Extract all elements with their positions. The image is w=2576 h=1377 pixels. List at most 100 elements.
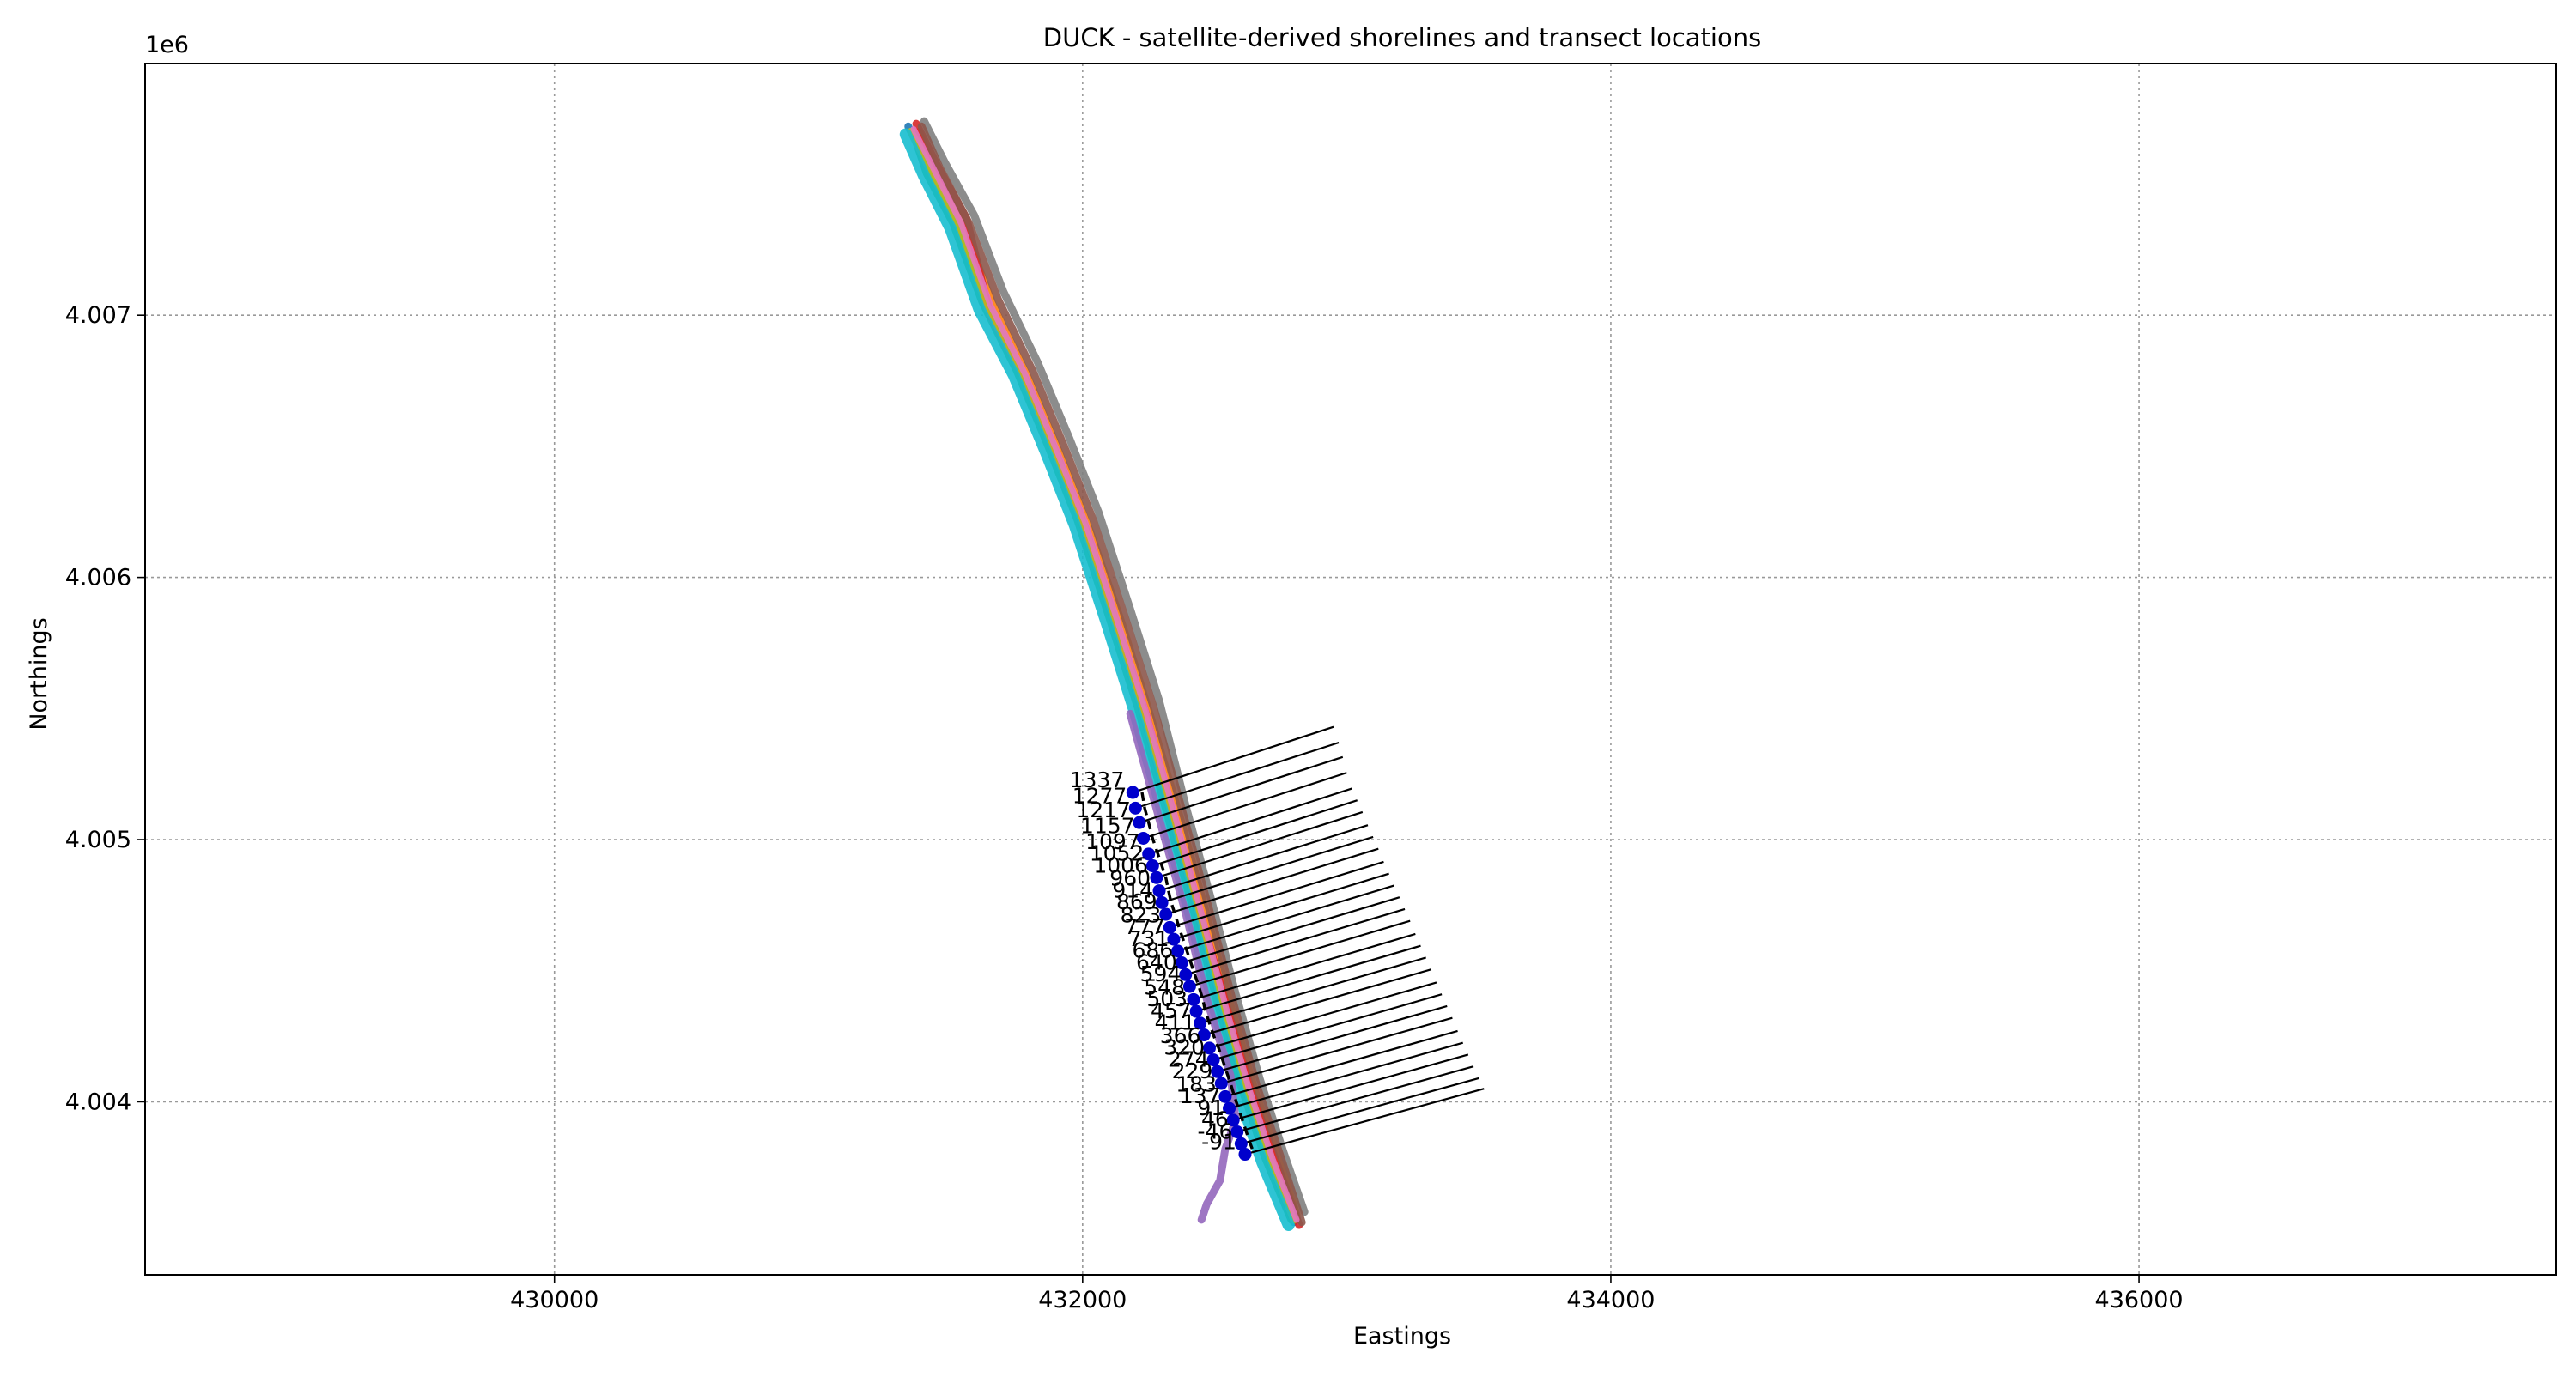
transect-label: 183 bbox=[1176, 1071, 1217, 1096]
transect-origin-marker bbox=[1223, 1101, 1236, 1115]
transect-line bbox=[1185, 907, 1406, 976]
transect-label: 823 bbox=[1121, 902, 1162, 927]
transect-origin-marker bbox=[1155, 895, 1169, 909]
y-axis-label: Northings bbox=[26, 617, 52, 730]
transect-origin-marker bbox=[1230, 1125, 1244, 1139]
reference-shoreline bbox=[1140, 792, 1256, 1156]
transect-label: 777 bbox=[1124, 914, 1165, 939]
transect-origin-marker bbox=[1159, 907, 1173, 921]
transect-label: 1052 bbox=[1090, 841, 1145, 866]
transect-origin-marker bbox=[1189, 1004, 1203, 1018]
y-tick-label: 4.005 bbox=[65, 827, 131, 853]
transect-label: 137 bbox=[1180, 1083, 1221, 1108]
transect-label: 686 bbox=[1132, 938, 1173, 963]
transect-origin-marker bbox=[1238, 1148, 1252, 1162]
transect-label: 457 bbox=[1151, 998, 1192, 1023]
transect-layer: 1337127712171157109710521006960914869823… bbox=[1070, 725, 1485, 1162]
transect-line bbox=[1177, 884, 1395, 952]
transect-origin-marker bbox=[1133, 816, 1146, 829]
transect-origin-marker bbox=[1234, 1137, 1248, 1150]
transect-label: 548 bbox=[1144, 974, 1185, 999]
transect-origin-marker bbox=[1211, 1065, 1224, 1078]
transect-line bbox=[1212, 993, 1443, 1061]
transect-label: -91 bbox=[1201, 1130, 1236, 1155]
transect-line bbox=[1148, 787, 1352, 855]
chart-title: DUCK - satellite-derived shorelines and … bbox=[1043, 23, 1761, 52]
transect-line bbox=[1204, 968, 1432, 1036]
x-tick-label: 434000 bbox=[1566, 1287, 1655, 1313]
transect-label: 731 bbox=[1128, 926, 1170, 951]
shoreline-series bbox=[917, 122, 1306, 1227]
transect-line bbox=[1200, 956, 1426, 1024]
transect-label: 640 bbox=[1136, 949, 1177, 974]
transect-line bbox=[1193, 932, 1416, 1001]
transect-label: 594 bbox=[1140, 961, 1182, 986]
transect-label: 1277 bbox=[1072, 783, 1127, 808]
y-tick-label: 4.007 bbox=[65, 302, 131, 329]
transect-line bbox=[1156, 810, 1364, 879]
transect-line bbox=[1161, 835, 1374, 904]
transect-line bbox=[1143, 772, 1347, 840]
tick-layer: 430000 432000 434000 436000 4.004 4.005 4.006 4… bbox=[65, 302, 2184, 1313]
transect-line bbox=[1241, 1077, 1479, 1145]
transect-label: 914 bbox=[1112, 877, 1153, 902]
transect-origin-marker bbox=[1150, 870, 1163, 884]
transect-origin-marker bbox=[1152, 884, 1166, 898]
transect-line bbox=[1132, 725, 1334, 794]
transect-label: 46 bbox=[1201, 1107, 1229, 1132]
transect-origin-marker bbox=[1197, 1028, 1211, 1042]
transect-label: -46 bbox=[1198, 1119, 1233, 1143]
transect-label: 411 bbox=[1155, 1010, 1196, 1035]
transect-label: 274 bbox=[1168, 1046, 1209, 1071]
transect-line bbox=[1181, 896, 1400, 964]
transect-line bbox=[1232, 1053, 1469, 1121]
transect-origin-marker bbox=[1142, 847, 1156, 861]
transect-label: 503 bbox=[1146, 986, 1188, 1011]
transect-line bbox=[1189, 919, 1411, 988]
shoreline-series bbox=[920, 117, 1309, 1216]
transect-line bbox=[1151, 799, 1358, 867]
transect-origin-marker bbox=[1179, 968, 1193, 981]
shoreline-series bbox=[910, 125, 1300, 1223]
transect-line bbox=[1170, 860, 1384, 929]
y-tick-label: 4.004 bbox=[65, 1089, 131, 1115]
transect-origin-marker bbox=[1128, 801, 1142, 815]
x-axis-label: Eastings bbox=[1353, 1323, 1451, 1350]
transect-label: 1337 bbox=[1070, 767, 1125, 792]
shoreline-series bbox=[1126, 709, 1240, 1224]
y-tick-label: 4.006 bbox=[65, 565, 131, 591]
transect-origin-marker bbox=[1175, 956, 1188, 970]
plot-frame bbox=[144, 63, 2557, 1276]
transect-origin-marker bbox=[1167, 932, 1181, 946]
y-offset-label: 1e6 bbox=[145, 32, 189, 58]
transect-origin-marker bbox=[1218, 1089, 1232, 1103]
transect-line bbox=[1135, 741, 1340, 810]
transect-line bbox=[1224, 1029, 1458, 1098]
transect-label: 960 bbox=[1109, 866, 1151, 891]
transect-line bbox=[1217, 1004, 1448, 1073]
transect-label: 91 bbox=[1197, 1095, 1224, 1120]
transect-origin-marker bbox=[1214, 1077, 1228, 1090]
transect-origin-marker bbox=[1226, 1113, 1240, 1127]
x-tick-label: 432000 bbox=[1038, 1287, 1127, 1313]
transect-origin-marker bbox=[1202, 1041, 1216, 1055]
transect-origin-marker bbox=[1145, 859, 1159, 873]
transect-line bbox=[1220, 1016, 1453, 1085]
transect-label: 366 bbox=[1160, 1023, 1201, 1048]
transect-origin-marker bbox=[1194, 1016, 1207, 1030]
transect-label: 1097 bbox=[1085, 829, 1140, 854]
grid-layer bbox=[145, 64, 2556, 1275]
transect-line bbox=[1236, 1065, 1474, 1133]
transect-origin-marker bbox=[1171, 944, 1185, 958]
transect-label: 869 bbox=[1116, 889, 1157, 914]
transect-origin-marker bbox=[1163, 920, 1176, 934]
transect-label: 1157 bbox=[1080, 813, 1135, 838]
transect-origin-marker bbox=[1187, 992, 1200, 1006]
transect-line bbox=[1173, 872, 1389, 941]
transect-origin-marker bbox=[1126, 786, 1139, 799]
transect-line bbox=[1165, 847, 1379, 916]
transect-origin-marker bbox=[1206, 1053, 1220, 1067]
